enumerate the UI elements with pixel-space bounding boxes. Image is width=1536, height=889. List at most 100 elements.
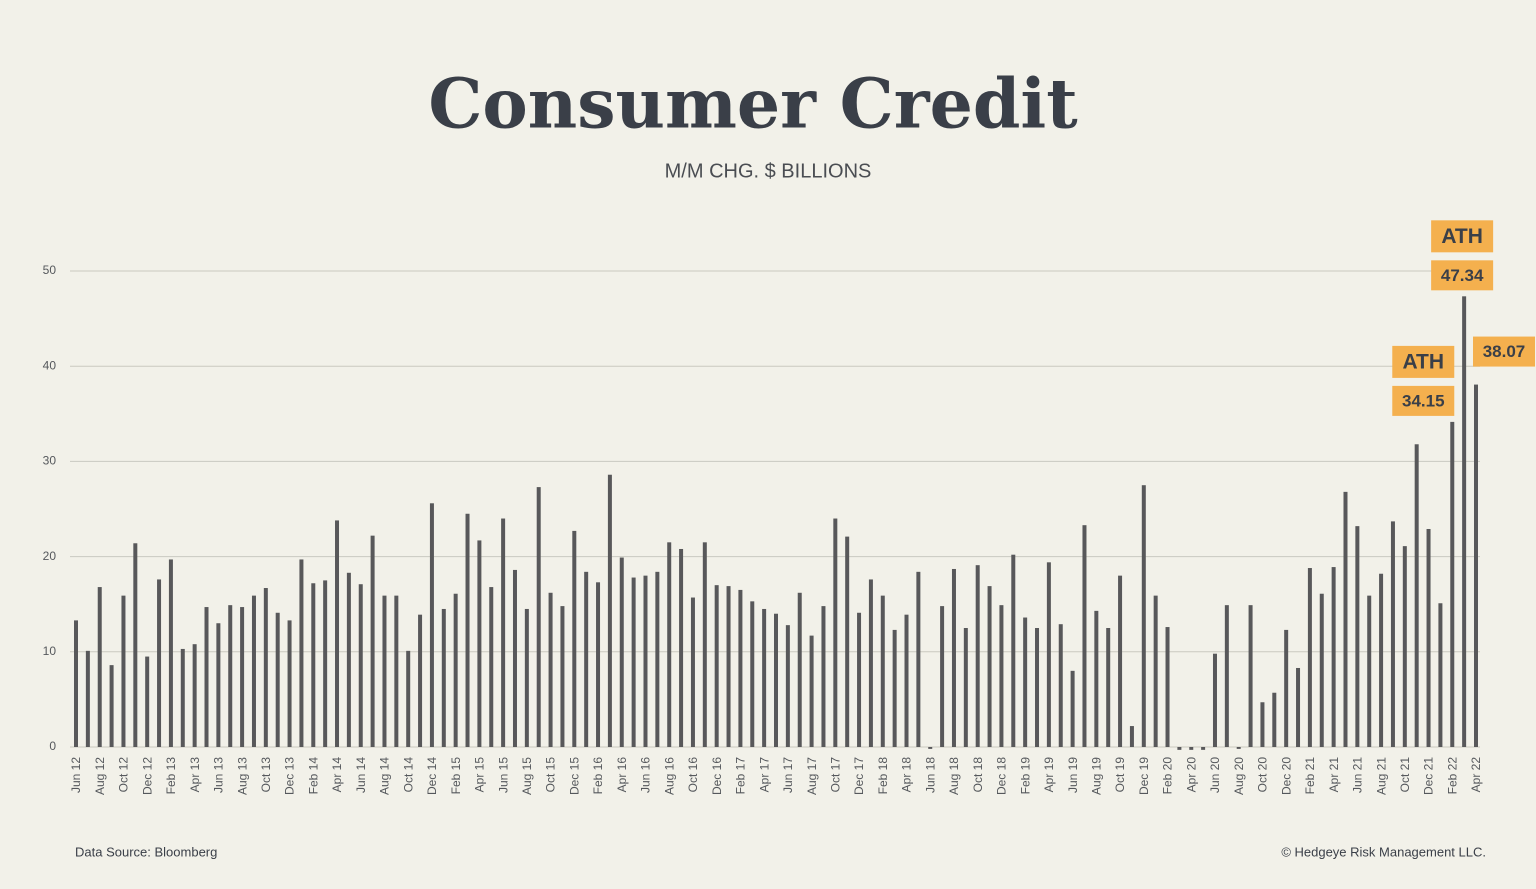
x-tick-label: Dec 21 (1422, 757, 1436, 795)
x-tick-label: Oct 19 (1113, 757, 1127, 793)
x-tick-label: Jun 12 (69, 757, 83, 793)
x-tick-label: Oct 17 (828, 757, 842, 793)
bar (785, 625, 790, 747)
x-tick-label: Aug 12 (93, 757, 107, 795)
bar (1236, 747, 1241, 749)
bar (916, 571, 921, 747)
x-tick-label: Apr 13 (188, 757, 202, 793)
annotation: ATH (1441, 225, 1483, 248)
x-tick-label: Jun 13 (212, 757, 226, 793)
bar (180, 648, 185, 747)
bar (1070, 670, 1075, 747)
bar (726, 586, 731, 747)
data-label: 34.15 (1402, 391, 1445, 410)
chart-title: Consumer Credit (428, 65, 1078, 145)
bar (1331, 567, 1336, 747)
bar (121, 595, 126, 747)
x-tick-label: Oct 14 (401, 757, 415, 793)
x-tick-label: Oct 16 (686, 757, 700, 793)
x-tick-label: Dec 19 (1137, 757, 1151, 795)
bar (216, 623, 221, 747)
x-tick-label: Aug 19 (1090, 757, 1104, 795)
bar (667, 542, 672, 747)
bar (963, 628, 968, 747)
x-tick-label: Jun 21 (1351, 757, 1365, 793)
x-tick-label: Dec 20 (1279, 757, 1293, 795)
x-tick-label: Aug 18 (947, 757, 961, 795)
bar (987, 586, 992, 747)
bar (892, 629, 897, 747)
bar (323, 580, 328, 747)
x-tick-label: Aug 13 (235, 757, 249, 795)
bar (1462, 296, 1467, 747)
x-tick-label: Feb 14 (306, 757, 320, 795)
annotation: ATH (1402, 350, 1444, 373)
x-tick-label: Jun 15 (496, 757, 510, 793)
x-tick-label: Dec 16 (710, 757, 724, 795)
y-tick-label: 20 (43, 549, 57, 563)
y-tick-label: 0 (49, 739, 56, 753)
x-tick-label: Feb 20 (1161, 757, 1175, 795)
bar (774, 613, 778, 747)
bar (1212, 653, 1217, 747)
bar (690, 597, 695, 747)
bar (1272, 692, 1277, 747)
x-tick-label: Aug 16 (662, 757, 676, 795)
bar (714, 585, 719, 747)
bar (1355, 526, 1360, 747)
x-tick-label: Oct 12 (117, 757, 131, 793)
x-tick-label: Apr 17 (757, 757, 771, 793)
chart-subtitle: M/M CHG. $ BILLIONS (665, 160, 872, 182)
bar (406, 650, 411, 747)
x-tick-label: Feb 17 (734, 757, 748, 795)
x-tick-label: Apr 14 (330, 757, 344, 793)
x-tick-label: Aug 21 (1374, 757, 1388, 795)
x-tick-label: Apr 15 (473, 757, 487, 793)
y-tick-label: 50 (43, 263, 57, 277)
bar (1189, 747, 1194, 750)
bar (1450, 421, 1455, 747)
annotation-box (1392, 345, 1455, 378)
bar (251, 595, 256, 747)
x-tick-label: Dec 14 (425, 757, 439, 795)
bar (263, 588, 268, 747)
data-label-box (1392, 385, 1455, 416)
x-tick-label: Feb 15 (449, 757, 463, 795)
bar (880, 595, 885, 747)
bar (97, 587, 102, 747)
x-tick-label: Oct 15 (544, 757, 558, 793)
bar (489, 587, 494, 747)
bar (1058, 624, 1063, 747)
data-label: 47.34 (1441, 266, 1484, 285)
data-label: 38.07 (1483, 342, 1526, 361)
x-tick-label: Oct 21 (1398, 757, 1412, 793)
bar (1379, 573, 1384, 747)
bar (536, 487, 541, 747)
bar (465, 513, 470, 747)
x-tick-label: Aug 15 (520, 757, 534, 795)
x-tick-label: Feb 13 (164, 757, 178, 795)
data-label-box (1431, 260, 1494, 291)
bar (762, 608, 767, 747)
x-tick-label: Jun 14 (354, 757, 368, 793)
bar (1284, 629, 1289, 747)
bar (845, 536, 850, 747)
source: Data Source: Bloomberg (75, 844, 217, 859)
bar (1106, 628, 1111, 747)
bar (1177, 747, 1182, 750)
bar (1082, 525, 1087, 747)
bar (335, 520, 340, 747)
bar (1094, 610, 1099, 747)
bar (1201, 747, 1206, 750)
bar (204, 607, 209, 747)
bar (418, 614, 423, 747)
bar (940, 606, 945, 747)
bar (501, 518, 506, 747)
bar (702, 542, 707, 747)
bar (1153, 595, 1158, 747)
x-tick-label: Feb 19 (1018, 757, 1032, 795)
bar (74, 620, 78, 747)
bar (951, 568, 956, 747)
bar (1035, 628, 1040, 747)
